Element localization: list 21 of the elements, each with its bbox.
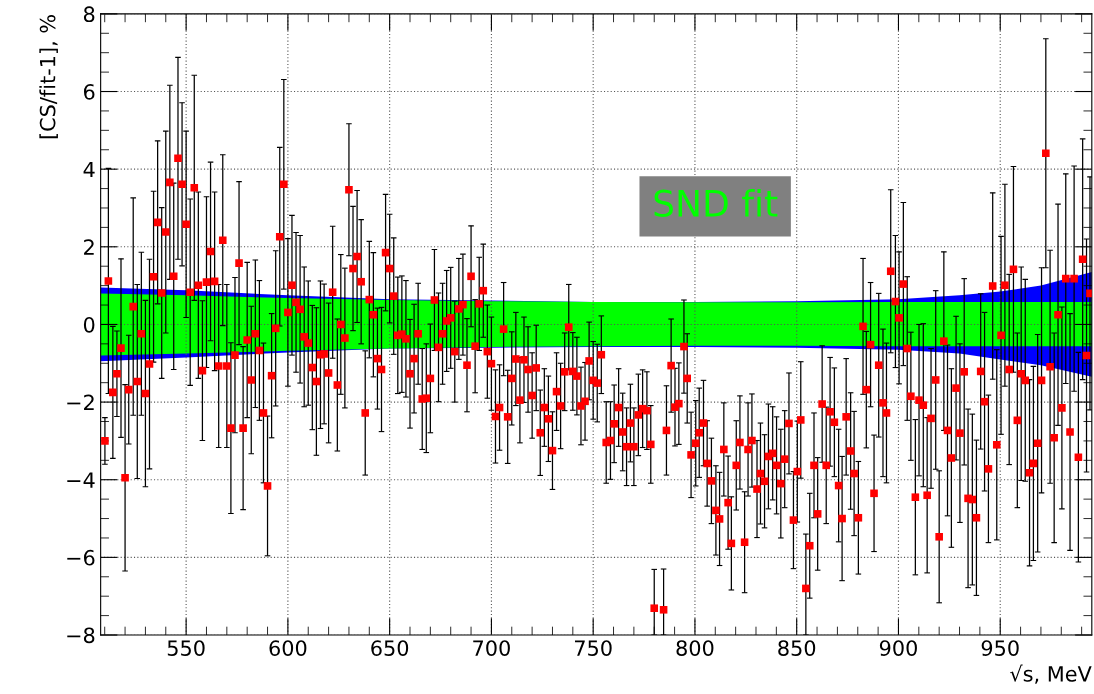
x-tick-label: 600 [269,640,307,656]
x-axis-title: √s, MeV [1010,664,1092,684]
y-tick-label: 8 [83,6,95,23]
y-tick-label: −2 [67,394,94,410]
x-tick-label: 800 [676,640,714,656]
y-tick-label: 6 [83,83,95,100]
x-tick-label: 950 [981,640,1019,656]
x-tick-label: 750 [575,640,612,656]
y-tick-label: 2 [84,239,94,255]
y-tick-label: −6 [67,549,95,566]
x-tick-label: 700 [473,640,510,656]
y-tick-label: −8 [67,627,95,644]
x-tick-label: 650 [371,640,409,656]
y-tick-label: 0 [83,316,95,333]
y-tick-label: −4 [67,472,95,488]
x-tick-label: 850 [778,640,816,656]
legend-label: SND fit [654,188,778,217]
x-tick-label: 550 [167,640,205,656]
x-tick-label: 900 [879,640,917,656]
y-tick-label: 4 [83,161,95,178]
y-axis-title: [CS/fit-1], % [39,15,58,139]
